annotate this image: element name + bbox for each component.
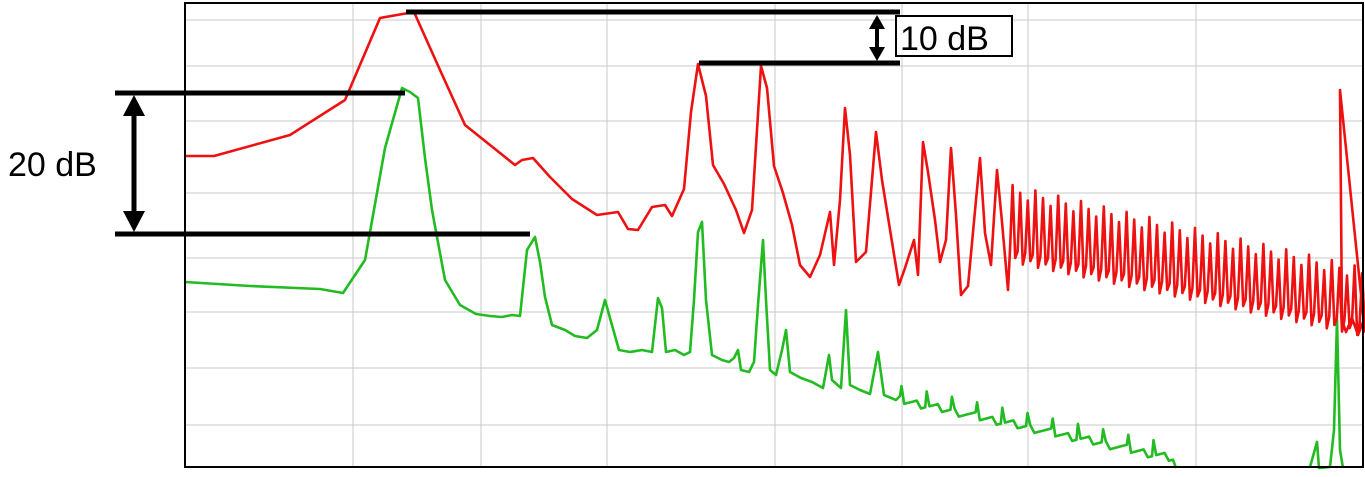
series-upper-trace (185, 10, 1365, 337)
annotation-10db: 10 dB (900, 20, 989, 58)
grid-lines (185, 3, 1363, 467)
arrow-20db-down-head (123, 211, 145, 232)
annotation-20db: 20 dB (8, 146, 97, 184)
series-lower-trace-tail (1308, 318, 1345, 470)
series-lower-trace (184, 86, 1178, 469)
arrow-20db-up-head (123, 95, 145, 116)
arrow-10db-up-head (869, 15, 885, 29)
traces (184, 10, 1365, 470)
level-markers (115, 9, 900, 237)
arrow-10db-down-head (869, 47, 885, 61)
annotation-10db-box (895, 15, 1013, 57)
